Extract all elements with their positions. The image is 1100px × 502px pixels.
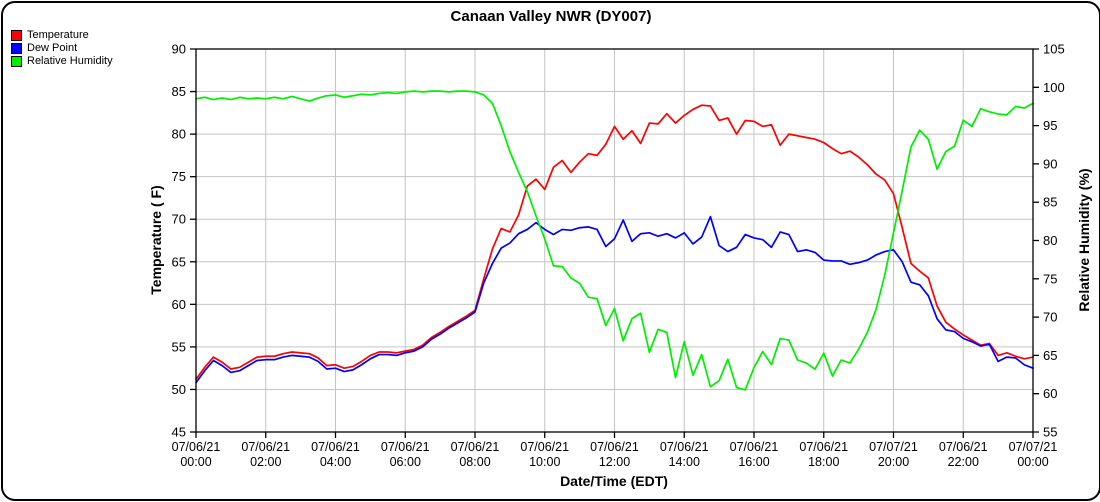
left-tick-label: 70 bbox=[172, 212, 186, 227]
legend-label-temperature: Temperature bbox=[27, 29, 89, 41]
x-tick-time-label: 14:00 bbox=[669, 455, 700, 469]
plot-area: 90 85 80 75 70 65 60 55 50 45 105 100 95 90 85 80 75 70 65… bbox=[172, 42, 1065, 470]
left-tick-label: 80 bbox=[172, 127, 186, 142]
legend-label-dew-point: Dew Point bbox=[27, 42, 78, 54]
x-tick-date-label: 07/06/21 bbox=[520, 440, 569, 454]
right-tick-label: 90 bbox=[1043, 156, 1057, 171]
legend-item-temperature: Temperature bbox=[11, 29, 113, 42]
legend: Temperature Dew Point Relative Humidity bbox=[11, 29, 113, 68]
right-tick-label: 80 bbox=[1043, 233, 1057, 248]
x-axis-title: Date/Time (EDT) bbox=[560, 473, 668, 489]
legend-item-dew-point: Dew Point bbox=[11, 42, 113, 55]
x-tick-time-label: 20:00 bbox=[878, 455, 909, 469]
right-axis-title: Relative Humidity (%) bbox=[1076, 168, 1092, 312]
x-tick-time-label: 04:00 bbox=[320, 455, 351, 469]
right-tick-label: 55 bbox=[1043, 425, 1057, 440]
legend-label-relative-humidity: Relative Humidity bbox=[27, 55, 113, 67]
left-axis-title: Temperature ( F) bbox=[148, 185, 164, 295]
x-tick-time-label: 06:00 bbox=[390, 455, 421, 469]
x-tick-time-label: 08:00 bbox=[459, 455, 490, 469]
x-tick-time-label: 10:00 bbox=[529, 455, 560, 469]
x-tick-date-label: 07/06/21 bbox=[172, 440, 221, 454]
x-tick-time-label: 00:00 bbox=[180, 455, 211, 469]
x-tick-time-label: 00:00 bbox=[1017, 455, 1048, 469]
x-tick-date-label: 07/07/21 bbox=[869, 440, 918, 454]
x-tick-time-label: 02:00 bbox=[250, 455, 281, 469]
right-tick-label: 60 bbox=[1043, 386, 1057, 401]
left-tick-label: 90 bbox=[172, 42, 186, 57]
left-tick-label: 45 bbox=[172, 425, 186, 440]
x-tick-time-label: 16:00 bbox=[738, 455, 769, 469]
right-tick-label: 100 bbox=[1043, 80, 1065, 95]
right-tick-label: 95 bbox=[1043, 118, 1057, 133]
left-tick-label: 60 bbox=[172, 297, 186, 312]
temperature-swatch-icon bbox=[11, 30, 22, 41]
right-tick-label: 65 bbox=[1043, 348, 1057, 363]
legend-item-relative-humidity: Relative Humidity bbox=[11, 55, 113, 68]
x-tick-time-label: 18:00 bbox=[808, 455, 839, 469]
dew-point-swatch-icon bbox=[11, 43, 22, 54]
dew-point-line bbox=[195, 215, 1034, 384]
x-tick-date-label: 07/07/21 bbox=[1009, 440, 1058, 454]
right-tick-label: 85 bbox=[1043, 195, 1057, 210]
x-tick-date-label: 07/06/21 bbox=[730, 440, 779, 454]
relative-humidity-swatch-icon bbox=[11, 56, 22, 67]
left-tick-label: 75 bbox=[172, 169, 186, 184]
relative-humidity-line bbox=[195, 90, 1034, 391]
left-tick-label: 55 bbox=[172, 339, 186, 354]
x-tick-date-label: 07/06/21 bbox=[241, 440, 290, 454]
right-tick-label: 70 bbox=[1043, 310, 1057, 325]
x-tick-date-label: 07/06/21 bbox=[660, 440, 709, 454]
x-tick-date-label: 07/06/21 bbox=[381, 440, 430, 454]
left-tick-label: 65 bbox=[172, 254, 186, 269]
left-tick-label: 85 bbox=[172, 84, 186, 99]
x-tick-date-label: 07/06/21 bbox=[939, 440, 988, 454]
x-tick-date-label: 07/06/21 bbox=[451, 440, 500, 454]
x-tick-time-label: 12:00 bbox=[599, 455, 630, 469]
right-tick-label: 105 bbox=[1043, 42, 1065, 57]
x-tick-date-label: 07/06/21 bbox=[311, 440, 360, 454]
temperature-line bbox=[195, 104, 1034, 381]
chart-title: Canaan Valley NWR (DY007) bbox=[450, 8, 652, 25]
right-tick-label: 75 bbox=[1043, 271, 1057, 286]
x-tick-date-label: 07/06/21 bbox=[799, 440, 848, 454]
x-tick-date-label: 07/06/21 bbox=[590, 440, 639, 454]
x-tick-time-label: 22:00 bbox=[948, 455, 979, 469]
left-tick-label: 50 bbox=[172, 382, 186, 397]
